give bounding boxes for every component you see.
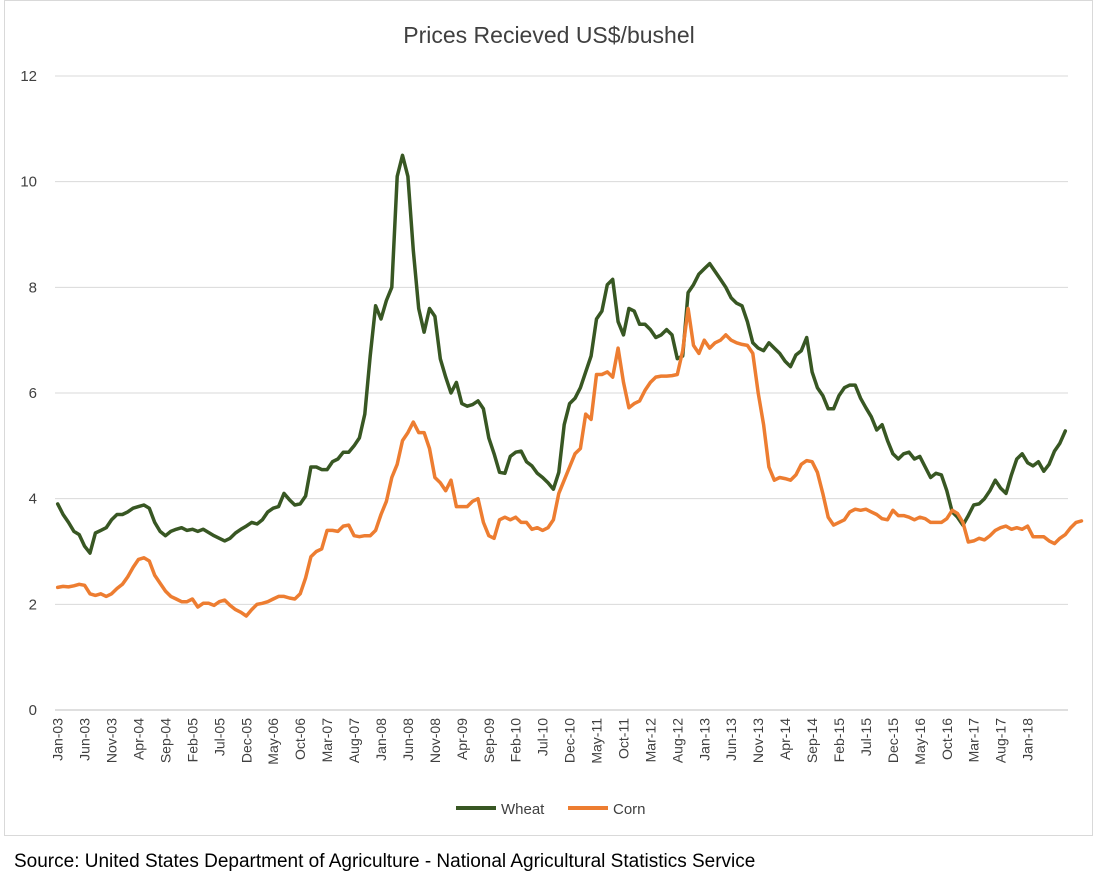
legend-corn-label: Corn — [613, 801, 646, 818]
x-tick-label: Nov-08 — [427, 718, 443, 763]
y-tick-label: 6 — [29, 385, 37, 402]
x-tick-label: Dec-05 — [238, 718, 254, 763]
x-tick-label: Oct-11 — [615, 718, 631, 759]
x-tick-label: May-16 — [912, 718, 928, 765]
y-tick-label: 0 — [29, 702, 37, 719]
x-tick-label: Feb-05 — [184, 718, 200, 763]
legend-wheat-label: Wheat — [501, 801, 545, 818]
x-tick-label: Mar-07 — [319, 718, 335, 763]
x-tick-label: Feb-15 — [831, 718, 847, 763]
x-tick-label: Jun-03 — [77, 718, 93, 761]
x-tick-label: Dec-15 — [885, 718, 901, 763]
x-tick-label: Feb-10 — [508, 718, 524, 763]
x-tick-label: May-06 — [265, 718, 281, 765]
x-tick-label: Apr-14 — [777, 718, 793, 760]
x-tick-label: Nov-13 — [750, 718, 766, 763]
y-tick-label: 10 — [20, 174, 37, 191]
x-tick-label: Jan-03 — [50, 718, 66, 761]
x-tick-label: Aug-17 — [993, 718, 1009, 763]
source-note: Source: United States Department of Agri… — [14, 851, 756, 872]
x-tick-label: Sep-14 — [804, 718, 820, 763]
x-tick-label: Jun-08 — [400, 718, 416, 761]
y-tick-label: 8 — [29, 279, 37, 296]
y-tick-label: 4 — [29, 491, 37, 508]
x-tick-label: May-11 — [589, 718, 605, 764]
chart-frame — [4, 0, 1093, 836]
x-tick-label: Aug-12 — [669, 718, 685, 763]
x-tick-label: Jul-05 — [211, 718, 227, 756]
x-axis-ticks: Jan-03 Jun-03 Nov-03 Apr-04 Sep-04 Feb-05 Jul-… — [50, 718, 1036, 765]
chart-title: Prices Recieved US$/bushel — [403, 22, 694, 48]
x-tick-label: Jul-10 — [535, 718, 551, 756]
x-tick-label: Jan-18 — [1020, 718, 1036, 761]
x-tick-label: Aug-07 — [346, 718, 362, 763]
x-tick-label: Apr-04 — [131, 718, 147, 760]
x-tick-label: Oct-06 — [292, 718, 308, 760]
x-tick-label: Mar-12 — [642, 718, 658, 763]
series-lines — [55, 153, 1084, 618]
legend: Wheat Corn — [456, 801, 646, 818]
x-tick-label: Oct-16 — [939, 718, 955, 760]
x-tick-label: Sep-04 — [157, 718, 173, 763]
x-tick-label: Apr-09 — [454, 718, 470, 760]
x-tick-label: Sep-09 — [481, 718, 497, 763]
gridlines — [55, 75, 1068, 711]
x-tick-label: Jul-15 — [858, 718, 874, 756]
series-line-corn — [55, 306, 1084, 618]
x-tick-label: Nov-03 — [104, 718, 120, 763]
series-line-wheat — [55, 153, 1068, 555]
x-tick-label: Dec-10 — [562, 718, 578, 763]
y-tick-label: 12 — [20, 68, 37, 85]
y-tick-label: 2 — [29, 596, 37, 613]
y-axis-ticks: 0 2 4 6 8 10 12 — [20, 68, 37, 719]
x-tick-label: Jan-08 — [373, 718, 389, 761]
x-tick-label: Jun-13 — [723, 718, 739, 761]
x-tick-label: Jan-13 — [696, 718, 712, 761]
x-tick-label: Mar-17 — [966, 718, 982, 763]
